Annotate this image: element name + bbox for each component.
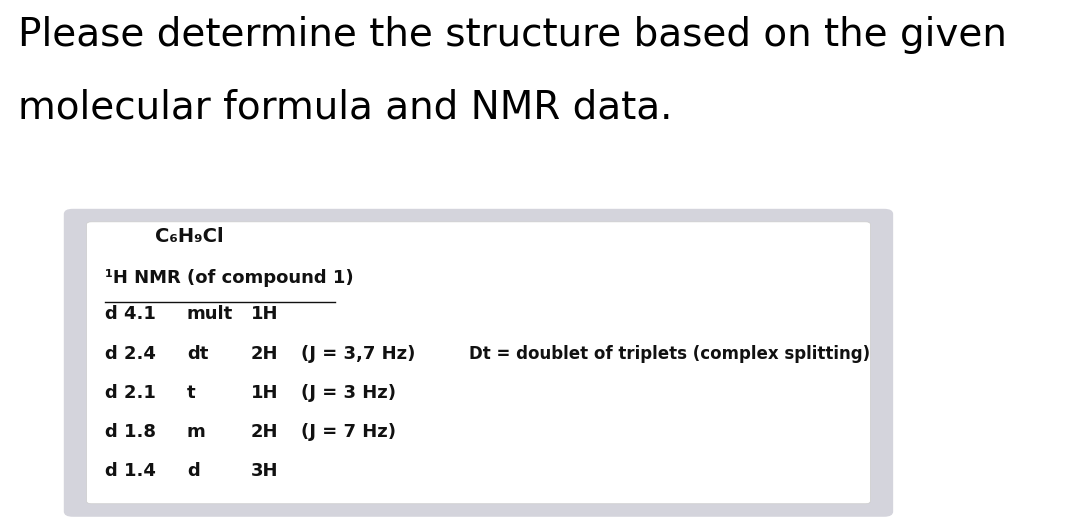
Text: (J = 7 Hz): (J = 7 Hz) bbox=[300, 423, 395, 441]
Text: 2H: 2H bbox=[251, 345, 279, 362]
Text: d: d bbox=[187, 462, 200, 480]
Text: dt: dt bbox=[187, 345, 208, 362]
Text: d 1.8: d 1.8 bbox=[105, 423, 156, 441]
Text: Please determine the structure based on the given: Please determine the structure based on … bbox=[18, 16, 1008, 54]
Text: (J = 3 Hz): (J = 3 Hz) bbox=[300, 384, 395, 401]
Text: m: m bbox=[187, 423, 205, 441]
Text: d 2.1: d 2.1 bbox=[105, 384, 156, 401]
Text: d 4.1: d 4.1 bbox=[105, 305, 156, 323]
Text: 1H: 1H bbox=[251, 384, 279, 401]
Text: (J = 3,7 Hz): (J = 3,7 Hz) bbox=[300, 345, 415, 362]
Text: C₆H₉Cl: C₆H₉Cl bbox=[154, 227, 224, 246]
Text: t: t bbox=[187, 384, 195, 401]
Text: mult: mult bbox=[187, 305, 233, 323]
Text: molecular formula and NMR data.: molecular formula and NMR data. bbox=[18, 89, 673, 127]
Text: Dt = doublet of triplets (complex splitting): Dt = doublet of triplets (complex splitt… bbox=[470, 345, 870, 362]
Text: 3H: 3H bbox=[251, 462, 279, 480]
FancyBboxPatch shape bbox=[86, 222, 870, 504]
Text: d 1.4: d 1.4 bbox=[105, 462, 156, 480]
FancyBboxPatch shape bbox=[64, 209, 893, 517]
Text: d 2.4: d 2.4 bbox=[105, 345, 156, 362]
Text: 1H: 1H bbox=[251, 305, 279, 323]
Text: ¹H NMR (of compound 1): ¹H NMR (of compound 1) bbox=[105, 269, 353, 287]
Text: 2H: 2H bbox=[251, 423, 279, 441]
